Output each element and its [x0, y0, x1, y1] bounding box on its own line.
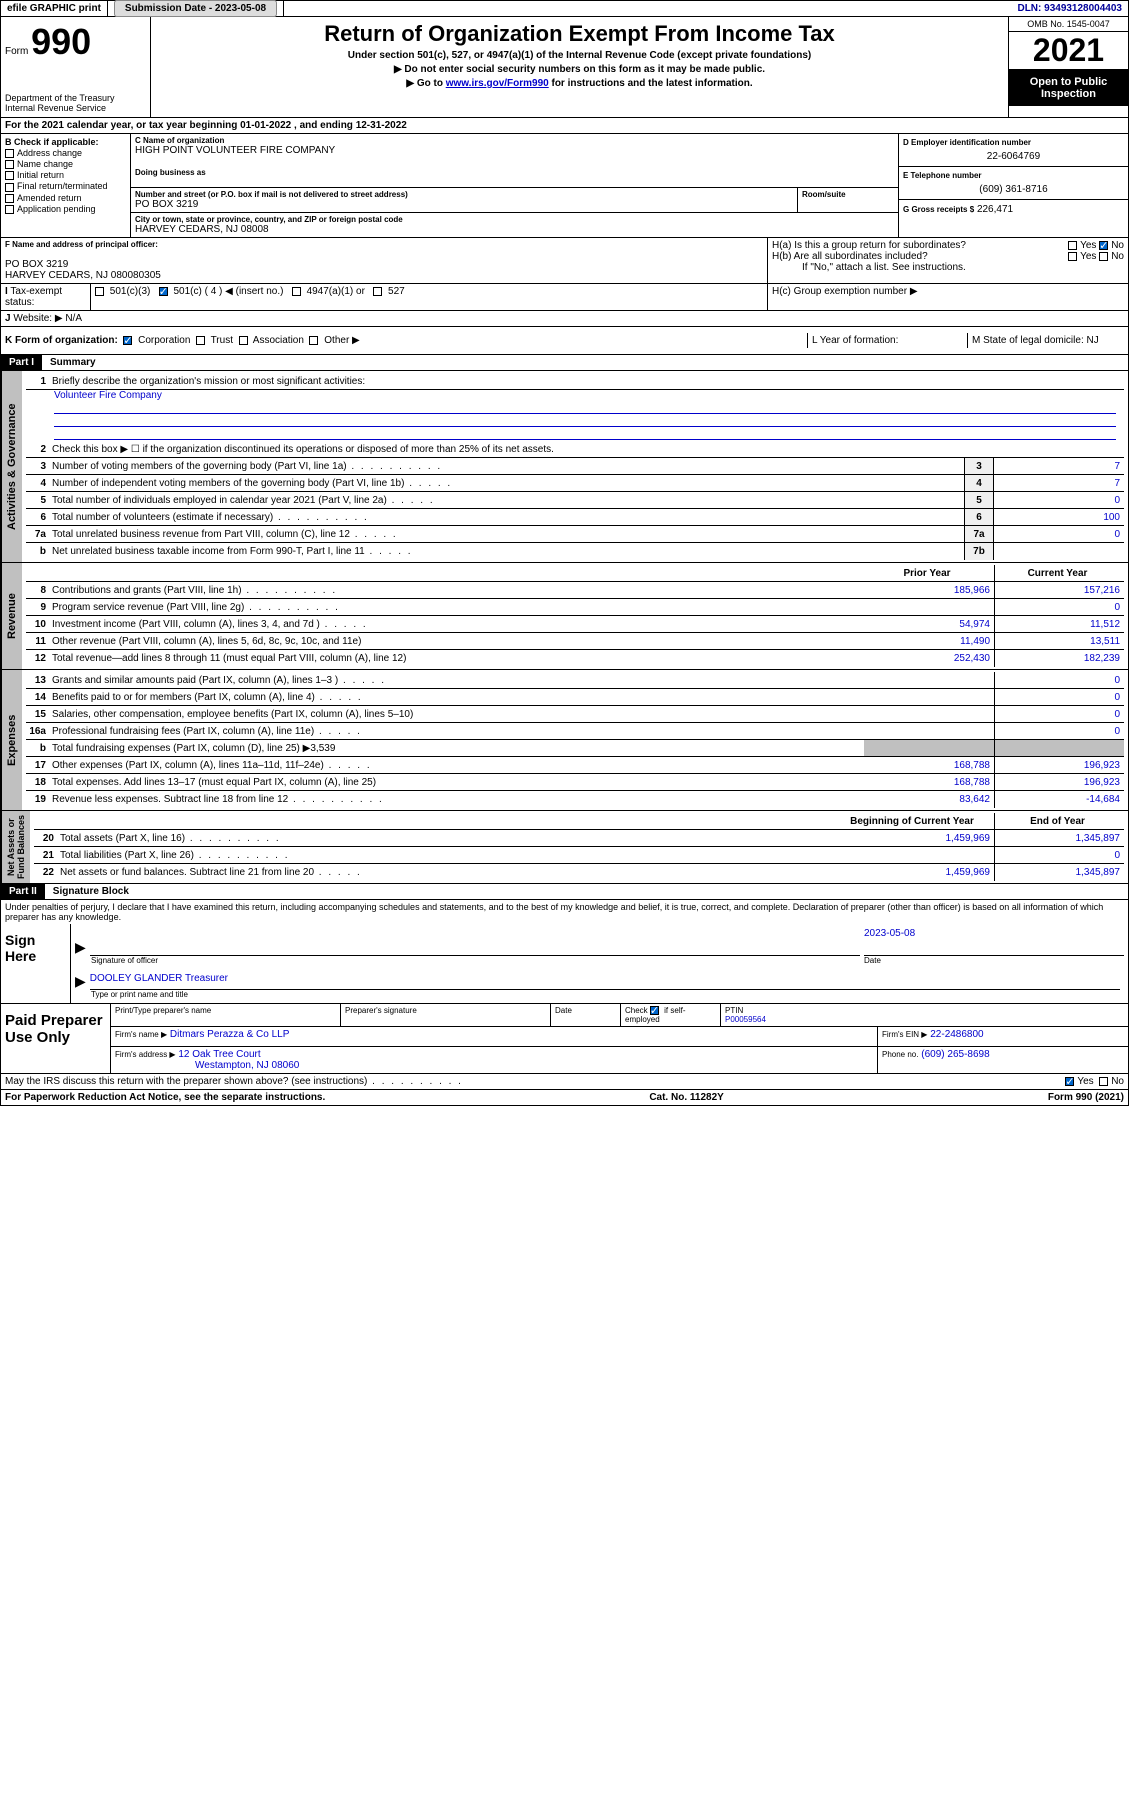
- form-number: 990: [31, 21, 91, 62]
- subtitle-3: ▶ Go to www.irs.gov/Form990 for instruct…: [155, 78, 1004, 89]
- chk-501c[interactable]: [159, 287, 168, 296]
- city-lbl: City or town, state or province, country…: [135, 215, 894, 224]
- vtab-activities: Activities & Governance: [1, 371, 22, 562]
- efile-label: efile GRAPHIC print: [1, 1, 108, 16]
- k-row: K Form of organization: Corporation Trus…: [0, 327, 1129, 355]
- form-word: Form: [5, 46, 28, 57]
- part2-header: Part II Signature Block: [0, 884, 1129, 900]
- dba-lbl: Doing business as: [135, 168, 894, 177]
- section-a: For the 2021 calendar year, or tax year …: [0, 118, 1129, 134]
- info-block: B Check if applicable: Address change Na…: [0, 134, 1129, 238]
- h-b: H(b) Are all subordinates included? Yes …: [772, 251, 1124, 262]
- activities-section: Activities & Governance 1Briefly describ…: [0, 371, 1129, 563]
- city: HARVEY CEDARS, NJ 08008: [135, 224, 894, 235]
- mission-text: Volunteer Fire Company: [54, 390, 1116, 401]
- c-name-lbl: C Name of organization: [135, 136, 894, 145]
- part1-header: Part I Summary: [0, 355, 1129, 371]
- vtab-expenses: Expenses: [1, 670, 22, 810]
- org-name: HIGH POINT VOLUNTEER FIRE COMPANY: [135, 145, 894, 156]
- chk-other[interactable]: [309, 336, 318, 345]
- chk-pending[interactable]: Application pending: [5, 204, 126, 214]
- officer-name: DOOLEY GLANDER Treasurer: [90, 973, 1120, 990]
- arrow-icon: ▶: [75, 939, 86, 956]
- paid-preparer-block: Paid Preparer Use Only Print/Type prepar…: [0, 1004, 1129, 1074]
- main-title: Return of Organization Exempt From Incom…: [155, 21, 1004, 47]
- chk-amended[interactable]: Amended return: [5, 193, 126, 203]
- chk-may-yes[interactable]: [1065, 1077, 1074, 1086]
- chk-trust[interactable]: [196, 336, 205, 345]
- gross: 226,471: [977, 204, 1013, 215]
- chk-may-no[interactable]: [1099, 1077, 1108, 1086]
- f-addr2: HARVEY CEDARS, NJ 080080305: [5, 270, 763, 281]
- chk-final[interactable]: Final return/terminated: [5, 181, 126, 191]
- subtitle-2: ▶ Do not enter social security numbers o…: [155, 64, 1004, 75]
- tax-year: 2021: [1009, 32, 1128, 70]
- form-header: Form 990 Department of the Treasury Inte…: [0, 17, 1129, 118]
- chk-address[interactable]: Address change: [5, 148, 126, 158]
- f-lbl: F Name and address of principal officer:: [5, 240, 763, 249]
- h-c: H(c) Group exemption number ▶: [768, 284, 1128, 310]
- page-footer: For Paperwork Reduction Act Notice, see …: [0, 1090, 1129, 1106]
- top-bar: efile GRAPHIC print Submission Date - 20…: [0, 0, 1129, 17]
- sign-date: 2023-05-08: [864, 928, 1124, 939]
- chk-4947[interactable]: [292, 287, 301, 296]
- expenses-section: Expenses 13Grants and similar amounts pa…: [0, 670, 1129, 811]
- arrow-icon: ▶: [75, 973, 86, 990]
- subtitle-1: Under section 501(c), 527, or 4947(a)(1)…: [155, 50, 1004, 61]
- g-lbl: G Gross receipts $: [903, 205, 974, 214]
- declaration: Under penalties of perjury, I declare th…: [0, 900, 1129, 924]
- chk-assoc[interactable]: [239, 336, 248, 345]
- ein: 22-6064769: [903, 151, 1124, 162]
- street: PO BOX 3219: [135, 199, 793, 210]
- chk-self-employed[interactable]: [650, 1006, 659, 1015]
- chk-initial[interactable]: Initial return: [5, 170, 126, 180]
- irs: Internal Revenue Service: [5, 103, 146, 113]
- vtab-revenue: Revenue: [1, 563, 22, 669]
- room-lbl: Room/suite: [802, 190, 894, 199]
- dept: Department of the Treasury: [5, 93, 146, 103]
- h-note: If "No," attach a list. See instructions…: [772, 262, 1124, 273]
- netassets-section: Net Assets orFund Balances Beginning of …: [0, 811, 1129, 884]
- dln: DLN: 93493128004403: [1011, 1, 1128, 16]
- i-row: I Tax-exempt status: 501(c)(3) 501(c) ( …: [0, 284, 1129, 311]
- h-a: H(a) Is this a group return for subordin…: [772, 240, 1124, 251]
- submission-pill[interactable]: Submission Date - 2023-05-08: [114, 0, 277, 17]
- form990-link[interactable]: www.irs.gov/Form990: [446, 78, 549, 89]
- chk-name-change[interactable]: Name change: [5, 159, 126, 169]
- f-addr1: PO BOX 3219: [5, 259, 763, 270]
- open-inspection: Open to Public Inspection: [1009, 70, 1128, 106]
- sign-block: Sign Here 2023-05-08 ▶ Signature of offi…: [0, 924, 1129, 1004]
- chk-501c3[interactable]: [95, 287, 104, 296]
- revenue-section: Revenue Prior YearCurrent Year 8Contribu…: [0, 563, 1129, 670]
- j-row: J Website: ▶ N/A: [0, 311, 1129, 327]
- b-title: B Check if applicable:: [5, 137, 126, 147]
- vtab-netassets: Net Assets orFund Balances: [1, 811, 30, 883]
- sign-here-lbl: Sign Here: [1, 924, 71, 1003]
- l-lbl: L Year of formation:: [808, 333, 968, 348]
- phone: (609) 361-8716: [903, 184, 1124, 195]
- d-lbl: D Employer identification number: [903, 138, 1124, 147]
- omb: OMB No. 1545-0047: [1009, 17, 1128, 32]
- chk-527[interactable]: [373, 287, 382, 296]
- f-h-row: F Name and address of principal officer:…: [0, 238, 1129, 284]
- paid-title: Paid Preparer Use Only: [1, 1004, 111, 1073]
- firm-name: Ditmars Perazza & Co LLP: [170, 1029, 290, 1040]
- e-lbl: E Telephone number: [903, 171, 1124, 180]
- may-discuss-row: May the IRS discuss this return with the…: [0, 1074, 1129, 1090]
- chk-corp[interactable]: [123, 336, 132, 345]
- street-lbl: Number and street (or P.O. box if mail i…: [135, 190, 793, 199]
